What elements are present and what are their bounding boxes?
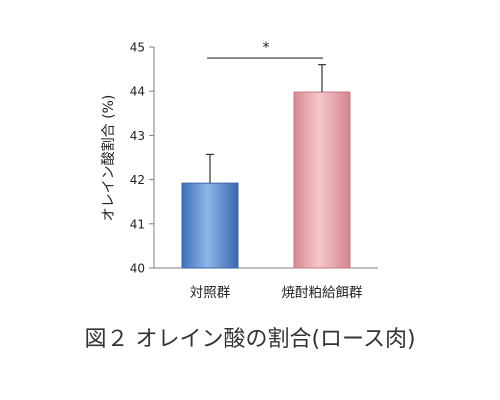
x-tick-label: 焼酎粕給餌群 — [282, 285, 363, 301]
y-tick-label: 41 — [130, 217, 145, 231]
y-tick-label: 44 — [130, 85, 145, 99]
y-tick-label: 43 — [130, 129, 145, 143]
y-tick-label: 42 — [130, 173, 145, 187]
significance-marker: * — [263, 40, 270, 56]
y-tick-label: 40 — [130, 262, 145, 276]
y-tick-label: 45 — [130, 41, 145, 55]
y-axis-label: オレイン酸割合 (%) — [100, 95, 117, 222]
x-tick-label: 対照群 — [190, 285, 231, 301]
bar-shochu-lees — [293, 91, 351, 269]
bar-control — [181, 182, 239, 269]
figure-caption: 図２ オレイン酸の割合(ロース肉) — [84, 327, 416, 352]
